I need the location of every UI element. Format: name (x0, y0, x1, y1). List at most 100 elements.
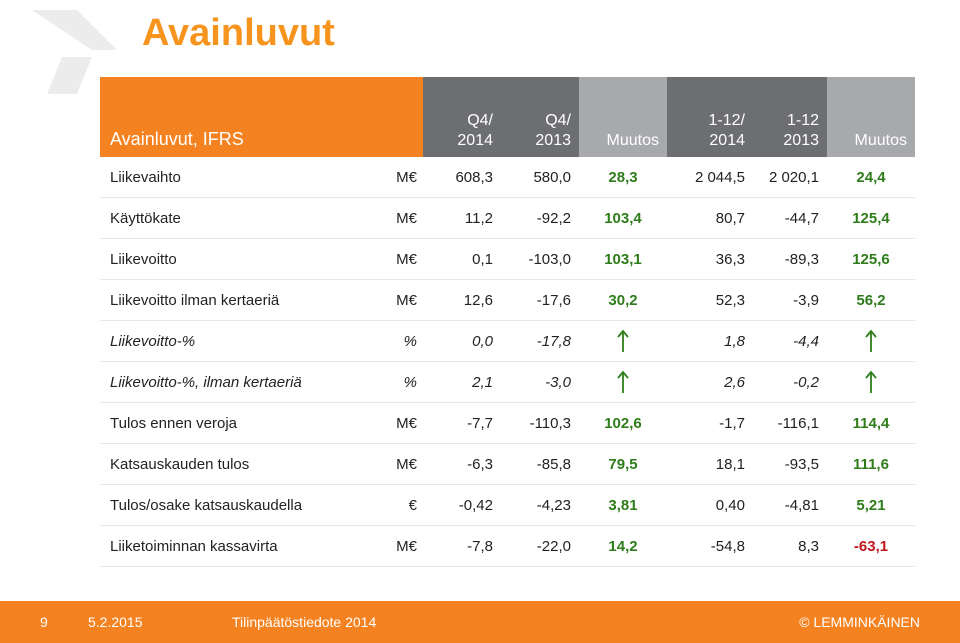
col-header-change-y: Muutos (827, 77, 915, 157)
table-header-row: Avainluvut, IFRS Q4/2014 Q4/2013 Muutos … (100, 77, 915, 157)
value-cell: 11,2 (423, 198, 501, 239)
row-unit: M€ (383, 198, 423, 239)
col-header-change-q: Muutos (579, 77, 667, 157)
table-row: Liiketoiminnan kassavirta M€ -7,8 -22,0 14,2… (100, 526, 915, 567)
value-cell: 0,0 (423, 321, 501, 362)
change-cell: 14,2 (579, 526, 667, 567)
change-cell: 111,6 (827, 444, 915, 485)
col-header-y-2014: 1-12/2014 (667, 77, 753, 157)
value-cell: -4,81 (753, 485, 827, 526)
row-label: Käyttökate (100, 198, 383, 239)
row-unit: € (383, 485, 423, 526)
value-cell: 8,3 (753, 526, 827, 567)
row-label: Tulos/osake katsauskaudella (100, 485, 383, 526)
table-row: Katsauskauden tulos M€ -6,3 -85,8 79,5 18,1 -9… (100, 444, 915, 485)
row-label: Liikevoitto (100, 239, 383, 280)
row-label: Liikevoitto-%, ilman kertaeriä (100, 362, 383, 403)
value-cell: -44,7 (753, 198, 827, 239)
value-cell: -22,0 (501, 526, 579, 567)
up-arrow-icon (616, 370, 630, 394)
value-cell: -3,9 (753, 280, 827, 321)
table-row: Käyttökate M€ 11,2 -92,2 103,4 80,7 -44,7 125,4 (100, 198, 915, 239)
col-header-q4-2013: Q4/2013 (501, 77, 579, 157)
value-cell: -7,7 (423, 403, 501, 444)
value-cell: -6,3 (423, 444, 501, 485)
value-cell: 2,6 (667, 362, 753, 403)
value-cell: -89,3 (753, 239, 827, 280)
change-cell: -63,1 (827, 526, 915, 567)
value-cell: -1,7 (667, 403, 753, 444)
value-cell: -116,1 (753, 403, 827, 444)
row-label: Liikevaihto (100, 157, 383, 198)
value-cell: -7,8 (423, 526, 501, 567)
change-cell: 28,3 (579, 157, 667, 198)
value-cell: 0,40 (667, 485, 753, 526)
row-unit: M€ (383, 239, 423, 280)
up-arrow-icon (864, 329, 878, 353)
footer-bar: 9 5.2.2015 Tilinpäätöstiedote 2014 © LEM… (0, 601, 960, 643)
page-number: 9 (40, 614, 48, 630)
unit-header (383, 77, 423, 157)
row-unit: M€ (383, 444, 423, 485)
row-unit: M€ (383, 526, 423, 567)
row-unit: M€ (383, 403, 423, 444)
change-cell: 103,1 (579, 239, 667, 280)
table-body: Liikevaihto M€ 608,3 580,0 28,3 2 044,5 2 020,… (100, 157, 915, 567)
row-unit: M€ (383, 157, 423, 198)
change-cell: 56,2 (827, 280, 915, 321)
change-cell: 125,4 (827, 198, 915, 239)
value-cell: 580,0 (501, 157, 579, 198)
change-cell: 103,4 (579, 198, 667, 239)
value-cell: 80,7 (667, 198, 753, 239)
value-cell: -4,4 (753, 321, 827, 362)
table-row: Tulos/osake katsauskaudella € -0,42 -4,23 3,… (100, 485, 915, 526)
row-label: Katsauskauden tulos (100, 444, 383, 485)
key-figures-table: Avainluvut, IFRS Q4/2014 Q4/2013 Muutos … (100, 77, 915, 567)
table-title: Avainluvut, IFRS (100, 77, 383, 157)
table-row: Liikevoitto ilman kertaeriä M€ 12,6 -17,6 30… (100, 280, 915, 321)
row-label: Liikevoitto ilman kertaeriä (100, 280, 383, 321)
value-cell: 2 044,5 (667, 157, 753, 198)
row-label: Tulos ennen veroja (100, 403, 383, 444)
up-arrow-icon (616, 329, 630, 353)
value-cell: -110,3 (501, 403, 579, 444)
change-cell: 30,2 (579, 280, 667, 321)
footer-date: 5.2.2015 (88, 614, 143, 630)
value-cell: -54,8 (667, 526, 753, 567)
table-row: Liikevoitto M€ 0,1 -103,0 103,1 36,3 -89,3 125,… (100, 239, 915, 280)
change-cell: 24,4 (827, 157, 915, 198)
change-cell: 125,6 (827, 239, 915, 280)
value-cell: -0,2 (753, 362, 827, 403)
change-cell (827, 321, 915, 362)
change-cell: 5,21 (827, 485, 915, 526)
value-cell: -4,23 (501, 485, 579, 526)
value-cell: -103,0 (501, 239, 579, 280)
table-row: Tulos ennen veroja M€ -7,7 -110,3 102,6 -1,7-… (100, 403, 915, 444)
row-unit: % (383, 362, 423, 403)
value-cell: 1,8 (667, 321, 753, 362)
change-cell: 102,6 (579, 403, 667, 444)
value-cell: -17,6 (501, 280, 579, 321)
table-row: Liikevoitto-%, ilman kertaeriä% 2,1 -3,0 2,… (100, 362, 915, 403)
row-unit: M€ (383, 280, 423, 321)
value-cell: 2,1 (423, 362, 501, 403)
value-cell: 0,1 (423, 239, 501, 280)
change-cell (579, 362, 667, 403)
value-cell: 52,3 (667, 280, 753, 321)
change-cell (579, 321, 667, 362)
value-cell: 12,6 (423, 280, 501, 321)
value-cell: -0,42 (423, 485, 501, 526)
change-cell: 3,81 (579, 485, 667, 526)
value-cell: -3,0 (501, 362, 579, 403)
value-cell: -92,2 (501, 198, 579, 239)
page-title: Avainluvut (142, 12, 335, 55)
table-row: Liikevaihto M€ 608,3 580,0 28,3 2 044,5 2 020,… (100, 157, 915, 198)
table-row: Liikevoitto-%% 0,0 -17,8 1,8 -4,4 (100, 321, 915, 362)
value-cell: -85,8 (501, 444, 579, 485)
row-label: Liiketoiminnan kassavirta (100, 526, 383, 567)
up-arrow-icon (864, 370, 878, 394)
footer-brand: © LEMMINKÄINEN (799, 614, 920, 630)
value-cell: -17,8 (501, 321, 579, 362)
row-label: Liikevoitto-% (100, 321, 383, 362)
col-header-q4-2014: Q4/2014 (423, 77, 501, 157)
